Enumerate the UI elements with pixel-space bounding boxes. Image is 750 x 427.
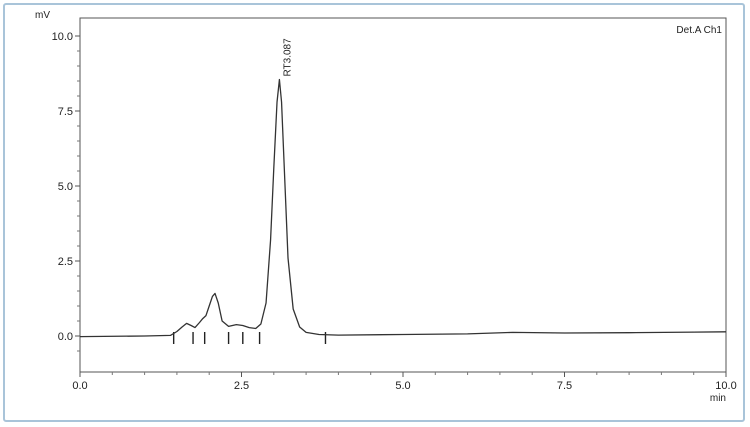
chart-frame	[3, 3, 745, 422]
y-tick-label: 10.0	[52, 31, 73, 43]
x-tick-label: 2.5	[234, 380, 249, 392]
integration-marks	[172, 332, 327, 344]
detector-legend: Det.A Ch1	[676, 25, 722, 36]
y-tick-label: 2.5	[58, 256, 73, 268]
x-tick-label: 5.0	[395, 380, 410, 392]
x-tick-label: 10.0	[715, 380, 736, 392]
peak-label: RT3.087	[282, 38, 293, 77]
y-tick-label: 7.5	[58, 106, 73, 118]
series-group	[79, 78, 727, 338]
y-axis-title: mV	[35, 10, 50, 21]
plot-area	[79, 17, 727, 373]
chromatogram-trace	[79, 78, 727, 338]
x-axis-ticks: 0.0 2.5 5.0 7.5 10.0	[72, 372, 737, 392]
x-tick-label: 0.0	[72, 380, 87, 392]
x-tick-label: 7.5	[557, 380, 572, 392]
x-axis-title: min	[710, 393, 726, 404]
y-tick-label: 0.0	[58, 331, 73, 343]
y-axis-ticks: 0.0 2.5 5.0 7.5 10.0	[52, 31, 80, 352]
y-tick-label: 5.0	[58, 181, 73, 193]
